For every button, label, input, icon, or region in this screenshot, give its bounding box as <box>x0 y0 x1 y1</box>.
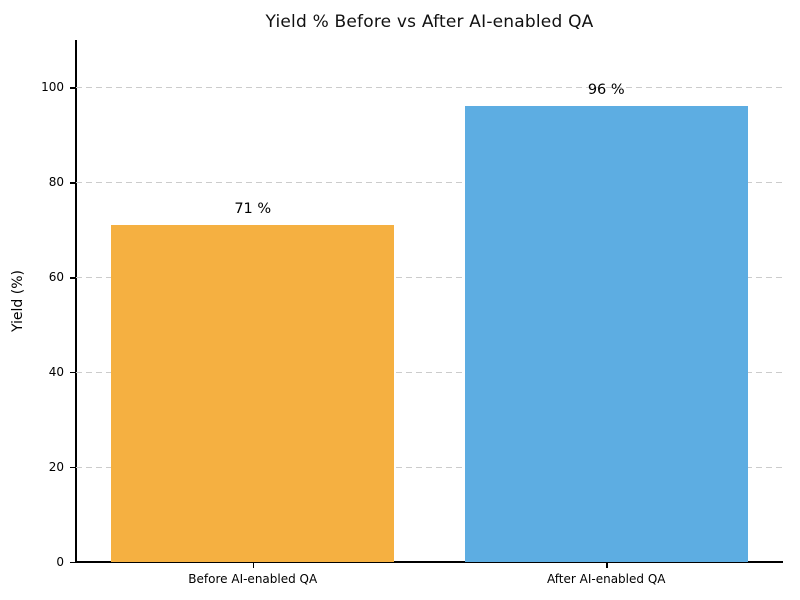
y-tick-label: 0 <box>56 555 64 569</box>
y-tick-label: 60 <box>48 270 64 285</box>
bar-value-label: 96 % <box>587 82 625 99</box>
chart-title: Yield % Before vs After AI-enabled QA <box>265 12 594 32</box>
x-tick-mark <box>606 563 608 568</box>
x-axis-spine <box>75 561 783 563</box>
bar-before <box>111 225 395 562</box>
y-tick-mark <box>70 277 76 279</box>
plot-area: 71 % 96 % <box>76 40 783 562</box>
y-tick-label: 80 <box>48 175 64 190</box>
y-tick-label: 20 <box>48 460 64 475</box>
y-tick-mark <box>70 182 76 184</box>
y-tick-mark <box>70 562 76 564</box>
y-tick-mark <box>70 372 76 374</box>
bar-value-label: 71 % <box>234 201 272 218</box>
x-tick-mark <box>252 563 255 568</box>
grid-line <box>76 87 783 89</box>
x-tick-label-after: After AI-enabled QA <box>547 572 666 586</box>
y-tick-label: 40 <box>48 365 64 380</box>
y-axis-spine <box>75 40 77 563</box>
grid-line <box>76 467 783 469</box>
grid-line <box>76 277 783 279</box>
y-tick-mark <box>70 467 76 469</box>
y-tick-label: 100 <box>41 80 64 95</box>
y-tick-mark <box>70 87 76 89</box>
grid-line <box>76 372 783 374</box>
grid-line <box>76 182 783 184</box>
x-tick-label-before: Before AI-enabled QA <box>188 572 318 586</box>
bar-after <box>464 106 748 562</box>
